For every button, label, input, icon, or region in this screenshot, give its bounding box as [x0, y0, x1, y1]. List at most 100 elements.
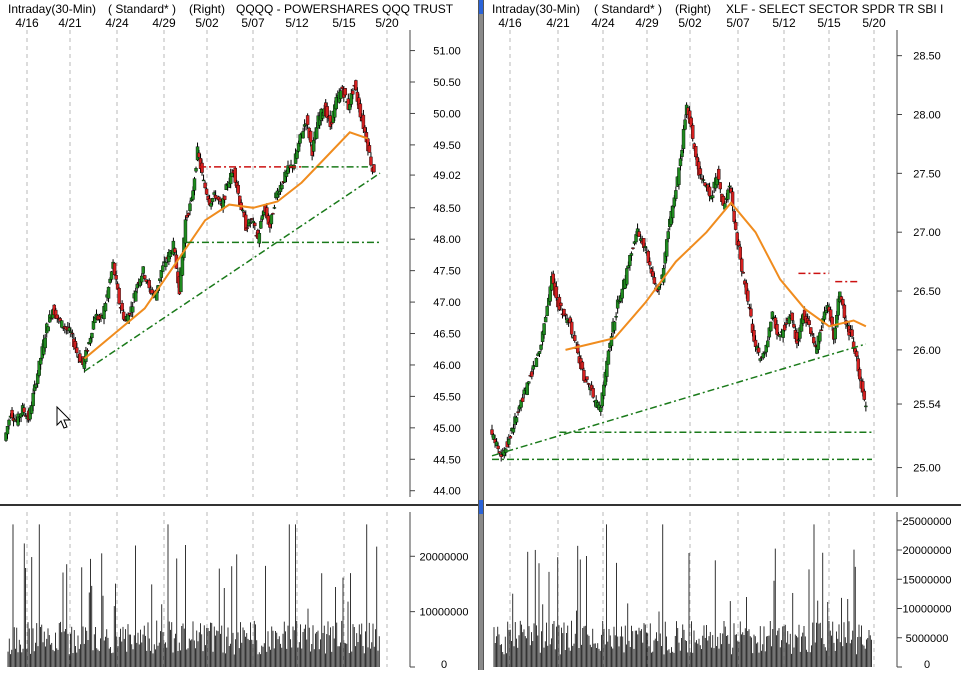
candle-down	[351, 90, 355, 95]
candle-up	[681, 128, 686, 149]
candle-up	[5, 426, 10, 435]
candle-down	[554, 286, 559, 299]
splitter-handle-bottom[interactable]	[479, 500, 483, 514]
candle-down	[756, 347, 761, 353]
candle-up	[161, 265, 165, 272]
candle-down	[245, 227, 249, 229]
candle-down	[114, 274, 118, 280]
candle-down	[222, 195, 227, 200]
candle-up	[599, 407, 603, 412]
chart-title: QQQQ - POWERSHARES QQQ TRUST	[236, 2, 454, 16]
candle-down	[70, 332, 75, 335]
candle-down	[732, 210, 736, 222]
candle-up	[339, 90, 343, 99]
y-tick-label: 27.00	[913, 227, 941, 239]
candle-up	[778, 334, 782, 338]
y-tick-label: 46.50	[433, 329, 461, 341]
candle-down	[147, 280, 151, 289]
candle-down	[358, 103, 363, 118]
candle-down	[576, 344, 580, 354]
volume-tick-label: 10000000	[903, 604, 952, 616]
candle-up	[606, 350, 611, 365]
y-tick-label: 27.50	[913, 168, 941, 180]
candle-down	[367, 145, 372, 153]
candle-down	[305, 115, 310, 125]
candle-up	[133, 291, 138, 302]
candle-up	[864, 405, 868, 408]
interval-label: Intraday(30-Min)	[8, 2, 96, 16]
y-tick-label: 44.50	[433, 454, 461, 466]
pane-splitter[interactable]	[478, 0, 484, 670]
x-tick-label: 5/12	[285, 16, 309, 30]
candle-up	[674, 190, 678, 199]
candle-up	[31, 392, 35, 407]
y-tick-label: 51.00	[433, 46, 461, 58]
y-tick-label: 47.00	[433, 297, 461, 309]
candle-down	[740, 258, 744, 272]
candle-down	[652, 277, 657, 284]
candle-up	[770, 311, 775, 320]
volume-tick-label: 0	[924, 659, 930, 670]
candle-up	[769, 321, 773, 332]
candle-up	[46, 326, 50, 332]
moving-average-line	[83, 131, 369, 360]
y-tick-label: 26.00	[913, 345, 941, 357]
candle-down	[559, 302, 563, 307]
interval-label: Intraday(30-Min)	[492, 2, 580, 16]
candle-up	[106, 286, 111, 299]
candle-down	[631, 247, 635, 249]
x-tick-label: 5/02	[678, 16, 702, 30]
volume-bars	[7, 524, 380, 667]
style-label: ( Standard* )	[108, 2, 176, 16]
y-tick-label: 45.00	[433, 423, 461, 435]
candle-up	[90, 332, 94, 339]
support-line	[491, 343, 867, 457]
candles-group	[490, 102, 868, 462]
candle-down	[203, 182, 207, 189]
candle-down	[369, 156, 373, 166]
x-tick-label: 4/21	[546, 16, 570, 30]
y-tick-label: 46.00	[433, 360, 461, 372]
candle-up	[269, 214, 274, 225]
splitter-handle-top[interactable]	[479, 0, 483, 14]
candle-down	[343, 88, 348, 96]
volume-tick-label: 15000000	[903, 574, 952, 586]
y-tick-label: 28.00	[913, 110, 941, 122]
candle-down	[749, 308, 753, 317]
candle-up	[241, 209, 245, 212]
y-tick-label: 50.00	[433, 108, 461, 120]
candle-up	[545, 306, 549, 316]
volume-tick-label: 5000000	[906, 633, 949, 645]
candle-up	[527, 381, 531, 384]
x-tick-label: 4/29	[635, 16, 659, 30]
candle-down	[573, 335, 577, 341]
y-tick-label: 25.00	[913, 463, 941, 475]
x-tick-label: 5/20	[862, 16, 886, 30]
candle-up	[543, 317, 548, 323]
candle-up	[643, 246, 647, 248]
candle-down	[586, 383, 591, 385]
candle-down	[807, 320, 811, 326]
moving-average-line	[565, 201, 867, 351]
candle-up	[609, 336, 614, 347]
candle-down	[858, 369, 862, 380]
candle-up	[296, 143, 301, 152]
x-tick-label: 5/12	[772, 16, 796, 30]
y-tick-label: 49.02	[433, 170, 461, 182]
candle-up	[280, 184, 284, 190]
candle-down	[698, 168, 703, 175]
candle-down	[308, 130, 313, 143]
volume-bars	[493, 524, 872, 667]
candle-up	[210, 198, 215, 203]
candle-up	[7, 419, 11, 426]
candle-down	[112, 262, 117, 276]
candle-down	[746, 290, 750, 302]
candle-up	[625, 268, 629, 285]
candle-down	[819, 329, 824, 331]
candle-up	[537, 351, 542, 354]
candle-down	[75, 347, 79, 354]
candles-group	[4, 79, 376, 442]
y-tick-label: 26.50	[913, 286, 941, 298]
candle-down	[591, 388, 595, 398]
